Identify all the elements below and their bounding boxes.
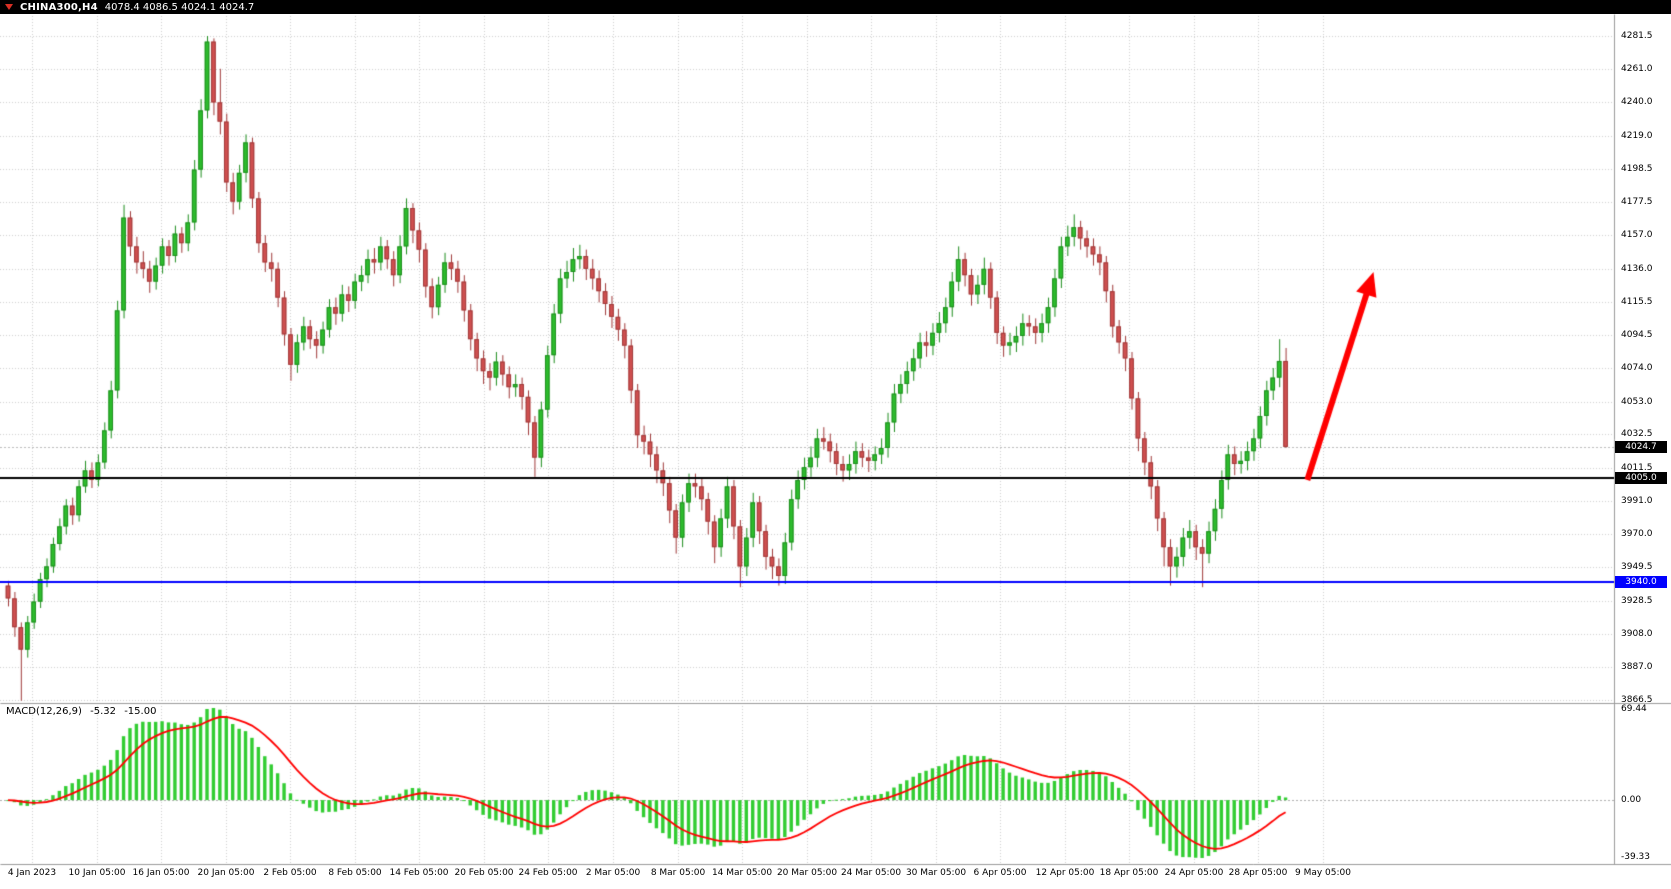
price-tick-label: 4053.0 bbox=[1621, 396, 1653, 407]
price-tick-label: 4032.5 bbox=[1621, 429, 1653, 440]
price-tick-label: 3908.0 bbox=[1621, 628, 1653, 639]
price-tick-label: 4281.5 bbox=[1621, 31, 1653, 41]
title-bar: CHINA300,H4 4078.4 4086.5 4024.1 4024.7 bbox=[0, 0, 1671, 14]
chart-symbol-period: CHINA300,H4 bbox=[20, 1, 98, 13]
time-tick-label: 2 Feb 05:00 bbox=[263, 868, 317, 878]
time-tick-label: 9 May 05:00 bbox=[1295, 868, 1351, 878]
main-chart-region[interactable] bbox=[0, 14, 1614, 703]
time-tick-label: 8 Feb 05:00 bbox=[328, 868, 382, 878]
price-tick-label: 3866.5 bbox=[1621, 695, 1653, 705]
time-tick-label: 24 Mar 05:00 bbox=[840, 868, 902, 878]
symbol-dropdown-icon bbox=[5, 4, 13, 10]
time-tick-label: 6 Apr 05:00 bbox=[973, 868, 1027, 878]
price-tick-label: 4115.5 bbox=[1621, 296, 1653, 307]
price-tick-label: 3928.5 bbox=[1621, 595, 1653, 606]
price-tick-label: 4240.0 bbox=[1621, 97, 1653, 108]
macd-scale-zero: 0.00 bbox=[1621, 795, 1642, 806]
macd-caption: MACD(12,26,9) -5.32 -15.00 bbox=[6, 706, 161, 717]
time-tick-label: 30 Mar 05:00 bbox=[905, 868, 967, 878]
price-tick-label: 4198.5 bbox=[1621, 163, 1653, 174]
time-tick-label: 10 Jan 05:00 bbox=[68, 868, 126, 878]
price-tick-label: 4219.0 bbox=[1621, 131, 1653, 141]
macd-scale-max: 69.44 bbox=[1621, 704, 1647, 714]
time-tick-label: 16 Jan 05:00 bbox=[132, 868, 190, 878]
time-tick-label: 20 Mar 05:00 bbox=[776, 868, 838, 878]
macd-indicator-region[interactable] bbox=[0, 703, 1614, 864]
bid-price-label: 4024.7 bbox=[1615, 440, 1667, 453]
time-tick-label: 24 Feb 05:00 bbox=[518, 868, 578, 878]
time-tick-label: 24 Apr 05:00 bbox=[1164, 868, 1224, 878]
price-tick-label: 4177.5 bbox=[1621, 197, 1653, 208]
macd-scale-min: -39.33 bbox=[1621, 852, 1651, 862]
price-tick-label: 4157.0 bbox=[1621, 230, 1653, 241]
time-tick-label: 14 Feb 05:00 bbox=[389, 868, 449, 878]
macd-value-signal: -15.00 bbox=[124, 706, 157, 717]
time-tick-label: 2 Mar 05:00 bbox=[585, 868, 641, 878]
time-tick-label: 20 Jan 05:00 bbox=[197, 868, 255, 878]
macd-value-main: -5.32 bbox=[90, 706, 117, 717]
price-tick-label: 4261.0 bbox=[1621, 63, 1653, 74]
time-tick-label: 18 Apr 05:00 bbox=[1099, 868, 1159, 878]
time-tick-label: 4 Jan 2023 bbox=[7, 868, 57, 878]
price-tick-label: 4011.5 bbox=[1621, 463, 1653, 473]
macd-label: MACD(12,26,9) bbox=[6, 706, 82, 717]
price-tick-label: 3991.0 bbox=[1621, 495, 1653, 506]
time-axis[interactable]: 4 Jan 2023 10 Jan 05:00 16 Jan 05:00 20 Jan… bbox=[0, 864, 1671, 889]
price-tick-label: 4136.0 bbox=[1621, 263, 1653, 274]
price-tick-label: 4074.0 bbox=[1621, 363, 1653, 373]
time-tick-label: 28 Apr 05:00 bbox=[1228, 868, 1288, 878]
chart-ohlc-values: 4078.4 4086.5 4024.1 4024.7 bbox=[104, 1, 255, 13]
hline-price-label-3940: 3940.0 bbox=[1615, 576, 1667, 589]
hline-price-label-4005: 4005.0 bbox=[1615, 472, 1667, 485]
price-axis[interactable]: 4024.7 4005.0 3940.0 69.44 0.00 -39.33 4… bbox=[1614, 14, 1671, 864]
time-tick-label: 12 Apr 05:00 bbox=[1035, 868, 1095, 878]
price-tick-label: 3887.0 bbox=[1621, 662, 1653, 673]
time-tick-label: 14 Mar 05:00 bbox=[711, 868, 773, 878]
price-tick-label: 4094.5 bbox=[1621, 330, 1653, 341]
price-tick-label: 3949.5 bbox=[1621, 562, 1653, 573]
time-tick-label: 20 Feb 05:00 bbox=[454, 868, 514, 878]
price-tick-label: 3970.0 bbox=[1621, 529, 1653, 540]
time-tick-label: 8 Mar 05:00 bbox=[650, 868, 706, 878]
